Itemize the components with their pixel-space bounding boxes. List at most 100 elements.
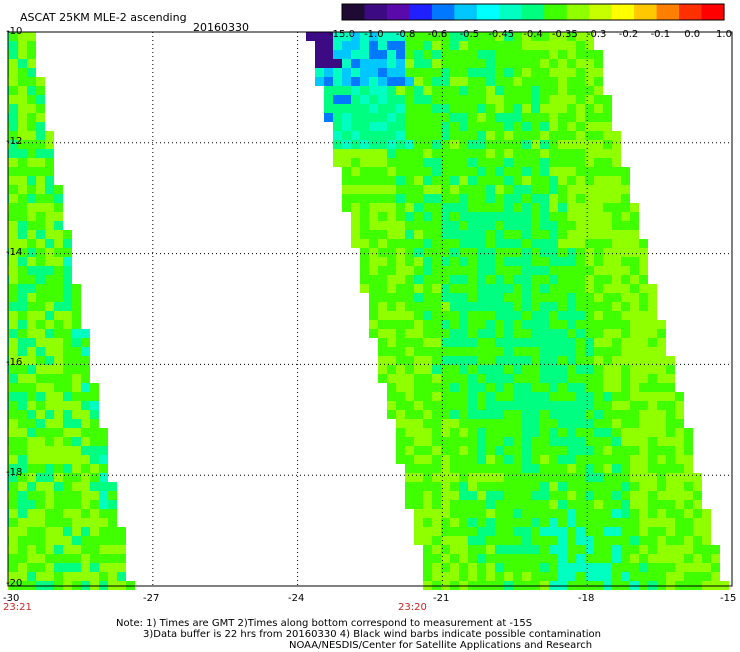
swath-cell [72, 383, 81, 392]
swath-cell [468, 446, 477, 455]
swath-cell [603, 383, 612, 392]
swath-cell [612, 473, 621, 482]
swath-cell [342, 32, 351, 41]
swath-cell [576, 509, 585, 518]
swath-cell [333, 68, 342, 77]
swath-cell [396, 203, 405, 212]
swath-cell [9, 500, 18, 509]
swath-cell [621, 239, 630, 248]
swath-cell [486, 527, 495, 536]
swath-cell [423, 77, 432, 86]
swath-cell [450, 167, 459, 176]
x-tick-label: -18 [578, 593, 595, 604]
swath-cell [585, 545, 594, 554]
swath-cell [36, 275, 45, 284]
swath-cell [522, 563, 531, 572]
swath-cell [432, 374, 441, 383]
swath-cell [360, 104, 369, 113]
swath-cell [432, 464, 441, 473]
swath-cell [639, 356, 648, 365]
swath-cell [585, 311, 594, 320]
swath-cell [414, 32, 423, 41]
swath-cell [468, 158, 477, 167]
swath-cell [531, 104, 540, 113]
swath-cell [378, 203, 387, 212]
swath-cell [495, 446, 504, 455]
swath-cell [459, 41, 468, 50]
swath-cell [387, 275, 396, 284]
swath-cell [18, 221, 27, 230]
swath-cell [9, 32, 18, 41]
swath-cell [18, 509, 27, 518]
swath-cell [567, 455, 576, 464]
swath-cell [432, 176, 441, 185]
swath-cell [450, 194, 459, 203]
swath-cell [27, 149, 36, 158]
swath-cell [414, 68, 423, 77]
swath-cell [387, 248, 396, 257]
swath-cell [666, 509, 675, 518]
swath-cell [414, 50, 423, 59]
swath-cell [441, 77, 450, 86]
swath-cell [450, 86, 459, 95]
swath-cell [513, 77, 522, 86]
swath-cell [486, 500, 495, 509]
swath-cell [477, 446, 486, 455]
swath-cell [603, 428, 612, 437]
swath-cell [549, 338, 558, 347]
swath-cell [351, 221, 360, 230]
swath-cell [27, 410, 36, 419]
swath-cell [486, 176, 495, 185]
swath-cell [585, 104, 594, 113]
swath-cell [603, 176, 612, 185]
swath-cell [531, 257, 540, 266]
swath-cell [360, 41, 369, 50]
swath-cell [342, 95, 351, 104]
swath-cell [54, 311, 63, 320]
swath-cell [450, 536, 459, 545]
swath-cell [495, 266, 504, 275]
swath-cell [459, 311, 468, 320]
swath-cell [9, 50, 18, 59]
swath-cell [405, 212, 414, 221]
swath-cell [540, 392, 549, 401]
swath-cell [405, 428, 414, 437]
swath-cell [648, 320, 657, 329]
swath-cell [576, 248, 585, 257]
swath-cell [387, 86, 396, 95]
swath-cell [576, 500, 585, 509]
x-tick-label: -21 [433, 593, 450, 604]
swath-cell [567, 509, 576, 518]
swath-cell [342, 86, 351, 95]
swath-cell [639, 572, 648, 581]
swath-cell [549, 563, 558, 572]
swath-cell [459, 68, 468, 77]
swath-cell [9, 95, 18, 104]
swath-cell [9, 536, 18, 545]
swath-cell [369, 248, 378, 257]
swath-cell [504, 32, 513, 41]
swath-cell [405, 419, 414, 428]
swath-cell [486, 428, 495, 437]
swath-cell [531, 356, 540, 365]
swath-cell [630, 464, 639, 473]
swath-cell [594, 212, 603, 221]
swath-cell [72, 572, 81, 581]
swath-cell [630, 509, 639, 518]
swath-cell [414, 77, 423, 86]
swath-cell [657, 536, 666, 545]
swath-cell [540, 518, 549, 527]
swath-cell [306, 32, 315, 41]
swath-cell [540, 329, 549, 338]
swath-cell [621, 491, 630, 500]
swath-cell [549, 392, 558, 401]
y-tick-label: -10 [6, 26, 23, 37]
swath-cell [99, 527, 108, 536]
swath-cell [45, 527, 54, 536]
swath-cell [594, 131, 603, 140]
swath-cell [18, 95, 27, 104]
swath-cell [324, 77, 333, 86]
swath-cell [621, 527, 630, 536]
swath-cell [18, 329, 27, 338]
swath-cell [486, 518, 495, 527]
